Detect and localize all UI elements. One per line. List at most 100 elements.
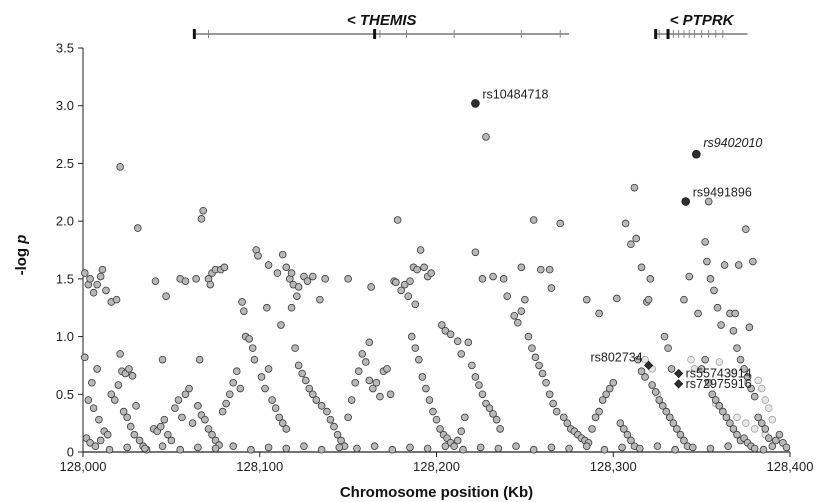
data-point (697, 365, 706, 373)
snp-marker (692, 149, 701, 159)
data-point (667, 365, 676, 373)
data-point (199, 206, 207, 215)
data-point (459, 445, 467, 454)
data-point (694, 309, 702, 318)
data-point (162, 292, 170, 300)
data-point (372, 378, 381, 387)
data-point (549, 399, 557, 408)
gene-label: < PTPRK (670, 12, 735, 29)
data-point (621, 219, 630, 228)
x-tick-label: 128,000 (60, 459, 107, 474)
data-point (510, 311, 519, 320)
data-point (176, 445, 185, 454)
data-point (641, 373, 649, 381)
data-point (323, 407, 331, 416)
data-point (406, 277, 414, 285)
data-point (308, 390, 317, 399)
data-point (676, 430, 685, 439)
data-point (141, 444, 149, 453)
data-point (595, 309, 603, 318)
data-point (347, 396, 356, 404)
data-point (685, 272, 694, 281)
data-point (547, 443, 556, 452)
data-point (370, 442, 379, 451)
data-point (468, 361, 476, 370)
data-point (245, 335, 253, 343)
faint-point (750, 425, 759, 433)
data-point (358, 350, 367, 358)
data-point (726, 419, 734, 427)
data-point (174, 396, 183, 404)
data-point (565, 444, 573, 453)
data-point (298, 369, 306, 378)
data-point (517, 263, 526, 272)
data-point (489, 410, 497, 418)
y-tick-label: 1.5 (56, 271, 74, 286)
data-point (114, 381, 123, 389)
data-point (499, 275, 508, 283)
y-axis-title-main: -log (13, 244, 30, 276)
y-tick-label: 3.5 (56, 41, 74, 56)
snp-label: rs802734 (590, 350, 642, 364)
data-point (658, 402, 667, 410)
snp-label: rs10484718 (482, 87, 548, 101)
data-point (680, 436, 688, 445)
data-point (734, 261, 743, 269)
data-point (422, 384, 430, 393)
data-point (164, 430, 172, 439)
data-point (471, 248, 480, 257)
data-point (125, 365, 133, 373)
data-point (761, 425, 770, 433)
data-point (529, 216, 538, 224)
data-point (457, 350, 466, 358)
data-point (644, 295, 653, 304)
data-point (132, 402, 140, 410)
data-point (669, 419, 678, 427)
data-point (708, 390, 717, 399)
data-point (86, 438, 94, 447)
data-point (529, 445, 538, 454)
data-point (178, 413, 186, 422)
faint-point (765, 404, 773, 412)
data-point (282, 444, 291, 453)
data-point (664, 344, 672, 352)
data-point (192, 275, 200, 283)
data-point (273, 269, 282, 277)
data-point (151, 277, 160, 285)
data-point (706, 444, 715, 453)
data-point (545, 390, 554, 399)
gene-track: < THEMIS < PTPRK (192, 12, 748, 39)
data-point (450, 442, 458, 451)
highlighted-snps: rs10484718 rs9402010 rs9491896 rs802734 rs55… (471, 87, 762, 391)
data-point (95, 415, 103, 424)
data-point (287, 269, 296, 277)
data-point (232, 367, 241, 376)
data-point (772, 436, 780, 445)
data-point (353, 444, 361, 453)
data-point (89, 288, 98, 297)
data-point (220, 263, 229, 272)
snp-label: rs55743914 (686, 367, 752, 381)
data-point (105, 445, 114, 454)
snp-marker (681, 197, 691, 206)
data-point (514, 318, 522, 327)
y-axis-title: -log p (13, 235, 30, 276)
data-point (406, 443, 414, 452)
data-point (222, 399, 230, 408)
data-point (441, 326, 450, 335)
data-point (167, 436, 176, 445)
data-point (278, 419, 287, 427)
snp-marker-diamond (674, 379, 684, 389)
data-point (271, 404, 280, 412)
data-point (208, 430, 216, 439)
data-point (188, 419, 197, 427)
data-point (303, 277, 312, 285)
data-point (478, 275, 487, 283)
data-point (703, 257, 711, 266)
data-point (616, 419, 625, 427)
data-point (715, 402, 724, 410)
data-point (432, 415, 441, 424)
data-point (171, 404, 179, 412)
data-point (485, 404, 494, 412)
data-point (158, 355, 167, 364)
